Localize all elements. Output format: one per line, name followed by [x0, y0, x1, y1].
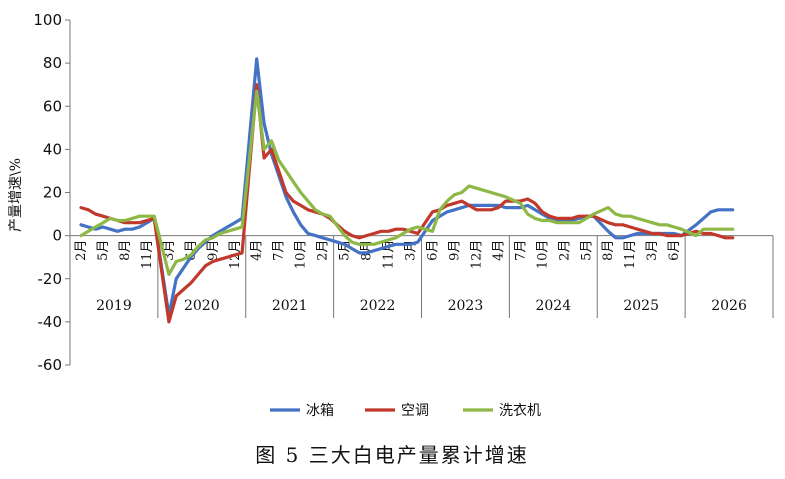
- y-tick-label: -40: [38, 313, 63, 331]
- x-axis: 2月 5月 8月 11月 3月 6月 9月 12月 4月 7月 10月 2月 5月 8月 11月 3月 6月 9月…: [69, 235, 774, 318]
- series-line-2: [79, 89, 735, 276]
- x-year-label: 2020: [184, 298, 220, 314]
- x-year-label: 2021: [272, 298, 308, 314]
- y-tick-label: -60: [38, 356, 63, 374]
- x-month-tick-label: 9月: [206, 240, 221, 261]
- legend-label: 冰箱: [306, 403, 334, 419]
- x-year-label: 2024: [535, 298, 571, 314]
- y-tick-label: 40: [43, 140, 62, 158]
- figure-caption: 图 5 三大白电产量累计增速: [255, 443, 528, 467]
- x-month-tick-label: 11月: [140, 240, 155, 270]
- x-month-tick-label: 2月: [74, 240, 89, 261]
- series-lines: [79, 57, 735, 324]
- x-month-tick-label: 10月: [294, 240, 309, 270]
- x-year-label: 2026: [711, 298, 747, 314]
- x-month-tick-label: 5月: [579, 240, 594, 261]
- x-month-tick-label: 12月: [469, 240, 484, 270]
- y-tick-label: 20: [43, 184, 62, 202]
- y-tick-label: 60: [43, 97, 62, 115]
- x-month-tick-label: 9月: [447, 240, 462, 261]
- legend-label: 洗衣机: [499, 403, 541, 419]
- x-year-label: 2023: [448, 298, 484, 314]
- legend-label: 空调: [401, 403, 429, 419]
- x-month-tick-label: 4月: [250, 240, 265, 261]
- x-month-tick-label: 4月: [491, 240, 506, 261]
- y-axis-label: 产量增速\%: [8, 158, 24, 232]
- x-month-tick-label: 2月: [557, 240, 572, 261]
- y-tick-label: 80: [43, 54, 62, 72]
- x-year-label: 2025: [623, 298, 659, 314]
- x-month-tick-label: 7月: [272, 240, 287, 261]
- x-month-tick-label: 10月: [535, 240, 550, 270]
- x-month-tick-label: 3月: [645, 240, 660, 261]
- x-year-label: 2022: [360, 298, 396, 314]
- x-month-tick-label: 6月: [425, 240, 440, 261]
- x-month-tick-label: 7月: [513, 240, 528, 261]
- y-axis: -60 -40 -20 0 20 40 60 80 100: [33, 11, 71, 374]
- x-month-tick-label: 11月: [623, 240, 638, 270]
- x-month-tick-label: 8月: [601, 240, 616, 261]
- series-line-0: [79, 57, 735, 317]
- series-line-1: [79, 83, 735, 324]
- x-month-tick-label: 6月: [667, 240, 682, 261]
- x-month-tick-label: 5月: [96, 240, 111, 261]
- x-month-tick-label: 2月: [316, 240, 331, 261]
- y-tick-label: 0: [52, 227, 62, 245]
- legend: 冰箱 空调 洗衣机: [270, 403, 541, 419]
- x-year-label: 2019: [96, 298, 132, 314]
- y-tick-label: -20: [38, 270, 63, 288]
- y-tick-label: 100: [33, 11, 62, 29]
- x-month-tick-label: 8月: [118, 240, 133, 261]
